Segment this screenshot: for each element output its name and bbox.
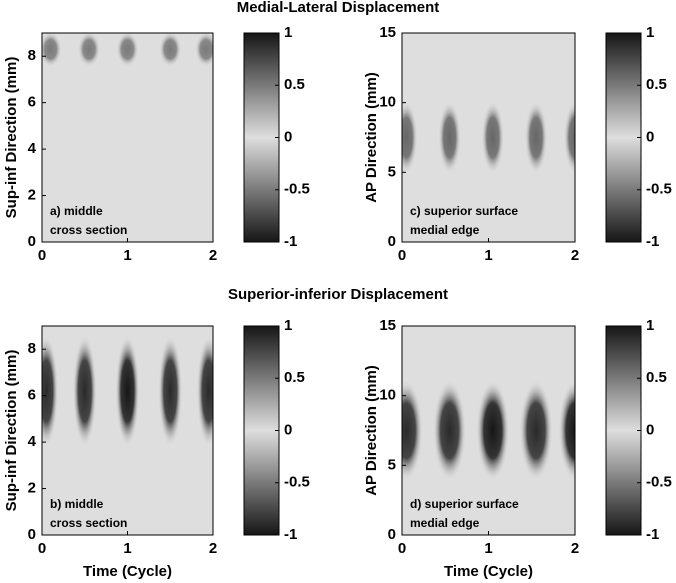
colorbar-tick-label: 0 xyxy=(646,128,654,145)
x-tick-label: 0 xyxy=(38,540,46,557)
colorbar-tick-label: -0.5 xyxy=(646,181,672,198)
y-tick-label: 4 xyxy=(28,140,37,157)
panel-annotation: a) middle xyxy=(50,204,103,218)
colorbar-tick-label: 0.5 xyxy=(284,76,305,93)
colorbar-tick-label: 1 xyxy=(646,24,654,41)
heatmap-blob xyxy=(77,33,101,67)
y-tick-label: 10 xyxy=(379,94,396,111)
y-tick-label: 6 xyxy=(28,94,36,111)
colorbar-tick-label: -1 xyxy=(646,233,659,250)
heatmap xyxy=(402,380,575,481)
plot-background xyxy=(42,33,213,242)
x-tick-label: 2 xyxy=(571,247,579,264)
heatmap xyxy=(42,33,213,67)
x-tick-label: 1 xyxy=(123,247,131,264)
colorbar-tick-label: -1 xyxy=(284,233,297,250)
colorbar-tick-label: 1 xyxy=(284,24,292,41)
figure-title: Superior-inferior Displacement xyxy=(228,286,448,303)
y-tick-label: 15 xyxy=(379,24,396,41)
x-tick-label: 0 xyxy=(38,247,46,264)
colorbar-tick-label: 0.5 xyxy=(284,369,305,386)
panel-annotation: d) superior surface xyxy=(410,497,519,511)
heatmap-blob xyxy=(476,380,510,481)
figure-title: Medial-Lateral Displacement xyxy=(237,0,440,16)
colorbar-tick-label: 0.5 xyxy=(646,369,667,386)
y-axis-label: Sup-inf Direction (mm) xyxy=(3,350,20,512)
x-axis-label: Time (Cycle) xyxy=(444,563,533,580)
colorbar xyxy=(605,32,642,243)
colorbar-tick-label: 1 xyxy=(646,317,654,334)
y-tick-label: 0 xyxy=(388,526,396,543)
heatmap-blob xyxy=(563,101,575,174)
heatmap-blob xyxy=(196,335,213,447)
heatmap-blob xyxy=(519,380,553,481)
y-tick-label: 0 xyxy=(28,526,36,543)
x-axis-label: Time (Cycle) xyxy=(83,563,172,580)
panel-annotation: medial edge xyxy=(410,223,480,237)
x-tick-label: 2 xyxy=(209,540,217,557)
y-tick-label: 5 xyxy=(388,456,396,473)
panel-annotation: b) middle xyxy=(50,497,104,511)
x-tick-label: 0 xyxy=(398,540,406,557)
heatmap xyxy=(402,101,575,174)
y-tick-label: 8 xyxy=(28,47,36,64)
y-tick-label: 2 xyxy=(28,480,36,497)
heatmap-blob xyxy=(524,101,548,174)
heatmap-blob xyxy=(158,335,183,447)
colorbar-tick-label: -1 xyxy=(284,526,297,543)
panel-annotation: cross section xyxy=(50,516,127,530)
x-tick-label: 1 xyxy=(484,540,492,557)
y-tick-label: 0 xyxy=(28,233,36,250)
colorbar-tick-label: -0.5 xyxy=(284,181,310,198)
x-tick-label: 0 xyxy=(398,247,406,264)
x-tick-label: 1 xyxy=(484,247,492,264)
y-tick-label: 10 xyxy=(379,387,396,404)
heatmap xyxy=(42,335,213,447)
colorbar-tick-label: -0.5 xyxy=(646,474,672,491)
colorbar-tick-label: -1 xyxy=(646,526,659,543)
heatmap-blob xyxy=(42,335,59,447)
colorbar-tick-label: 0 xyxy=(284,421,292,438)
colorbar-tick-label: -0.5 xyxy=(284,474,310,491)
heatmap-blob xyxy=(116,33,139,67)
panel-annotation: c) superior surface xyxy=(410,204,518,218)
heatmap-blob xyxy=(115,335,140,447)
heatmap-blob xyxy=(433,380,467,481)
heatmap-blob xyxy=(195,33,213,67)
y-tick-label: 6 xyxy=(28,387,36,404)
y-tick-label: 0 xyxy=(388,233,396,250)
heatmap-blob xyxy=(481,101,505,174)
colorbar xyxy=(243,325,280,536)
colorbar-tick-label: 1 xyxy=(284,317,292,334)
y-tick-label: 8 xyxy=(28,340,36,357)
x-tick-label: 1 xyxy=(123,540,131,557)
x-tick-label: 2 xyxy=(571,540,579,557)
y-axis-label: Sup-inf Direction (mm) xyxy=(3,57,20,219)
y-tick-label: 15 xyxy=(379,317,396,334)
panel-annotation: cross section xyxy=(50,223,127,237)
y-axis-label: AP Direction (mm) xyxy=(363,365,380,496)
heatmap-blob xyxy=(42,33,62,67)
heatmap-blob xyxy=(72,335,97,447)
colorbar xyxy=(605,325,642,536)
colorbar-tick-label: 0 xyxy=(646,421,654,438)
heatmap-blob xyxy=(402,101,418,174)
heatmap-blob xyxy=(159,33,182,67)
y-axis-label: AP Direction (mm) xyxy=(363,72,380,203)
heatmap-blob xyxy=(402,380,423,481)
heatmap-blob xyxy=(558,380,575,481)
colorbar-tick-label: 0 xyxy=(284,128,292,145)
y-tick-label: 2 xyxy=(28,187,36,204)
y-tick-label: 5 xyxy=(388,163,396,180)
x-tick-label: 2 xyxy=(209,247,217,264)
colorbar xyxy=(243,32,280,243)
colorbar-tick-label: 0.5 xyxy=(646,76,667,93)
heatmap-blob xyxy=(438,101,461,174)
panel-annotation: medial edge xyxy=(410,516,480,530)
y-tick-label: 4 xyxy=(28,433,37,450)
